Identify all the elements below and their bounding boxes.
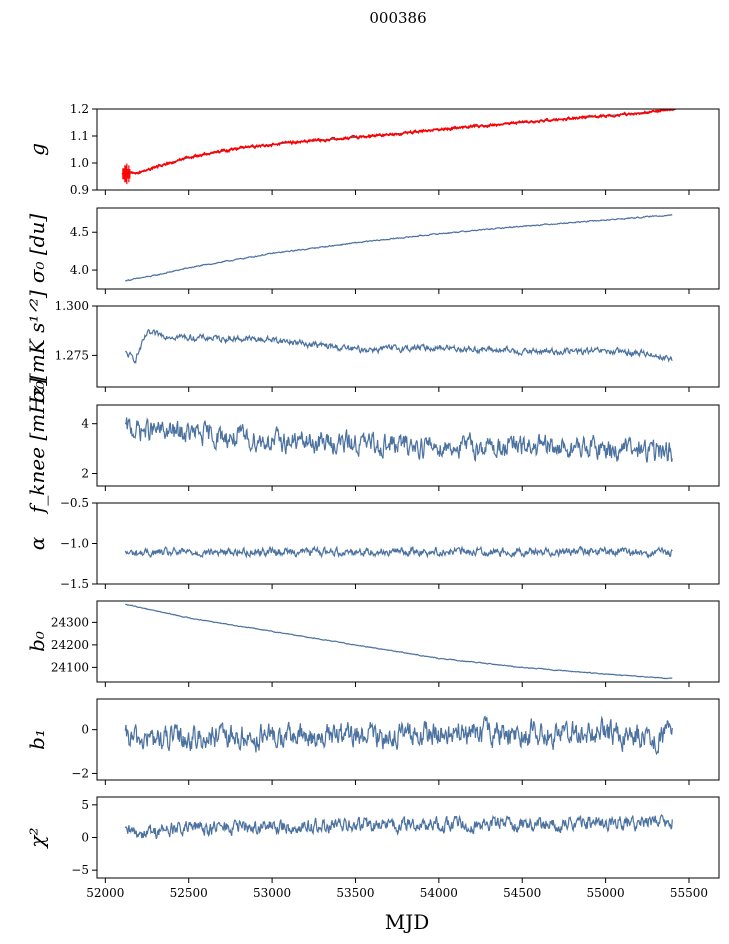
axes-frame (96, 404, 720, 487)
series-g-smooth (125, 109, 673, 175)
axes-frame (96, 600, 720, 683)
panel-g: 0.9 1.0 1.1 1.2 g (25, 102, 720, 197)
series-sigma0-mk (124, 328, 673, 365)
axes-frame (96, 305, 720, 388)
y-tick-label: 1.300 (55, 299, 89, 313)
series-b0 (124, 603, 673, 680)
x-tick-label: 53500 (336, 886, 374, 900)
series-b1 (124, 715, 673, 756)
x-tick-label: 54500 (503, 886, 541, 900)
panel-sigma0-du: 4.0 4.5 σ₀ [du] (25, 207, 720, 294)
y-tick-label: 24200 (51, 638, 89, 652)
figure-title: 000386 (369, 9, 426, 27)
series-sigma0 (124, 213, 673, 282)
y-tick-label: −5 (71, 863, 89, 877)
y-tick-label: −2 (71, 766, 89, 780)
series-chi2 (124, 813, 673, 839)
axes-frame (96, 108, 720, 191)
y-axis-label-sigma0-du: σ₀ [du] (25, 214, 49, 284)
x-tick-label: 55500 (670, 886, 708, 900)
axes-frame (96, 796, 720, 879)
series-g-measured (121, 109, 677, 177)
series-fknee (124, 417, 673, 463)
y-axis-label-chi2: χ² (25, 827, 49, 849)
y-axis-label-b0: b₀ (25, 631, 49, 652)
panel-chi2: −5 0 5 52000 52500 53000 53500 54000 54500 55000 5… (25, 796, 720, 900)
y-axis-label-g: g (25, 143, 49, 156)
x-tick-label: 53000 (253, 886, 291, 900)
y-axis-label-b1: b₁ (25, 729, 49, 750)
axes-frame (96, 698, 720, 781)
panel-alpha: −1.5 −1.0 −0.5 α (25, 496, 720, 591)
axes-frame (96, 502, 720, 585)
y-tick-label: −0.5 (60, 496, 89, 510)
panel-fknee: 2 4 f_knee [mHz] (25, 378, 720, 515)
y-tick-label: 0 (81, 831, 89, 845)
y-tick-label: 5 (81, 798, 89, 812)
y-tick-label: −1.0 (60, 537, 89, 551)
x-axis-label: MJD (385, 910, 430, 934)
y-tick-label: 1.2 (70, 102, 89, 116)
y-tick-label: −1.5 (60, 577, 89, 591)
panel-b1: −2 0 b₁ (25, 698, 720, 785)
y-axis-label-alpha: α (25, 536, 49, 550)
y-tick-label: 1.1 (70, 129, 89, 143)
y-axis-label-sigma0-mk: σ₀[mK s¹ᐟ²] (25, 290, 49, 403)
y-axis-label-fknee: f_knee [mHz] (25, 378, 49, 515)
y-tick-label: 1.275 (55, 348, 89, 362)
axes-frame (96, 207, 720, 290)
x-tick-label: 52500 (170, 886, 208, 900)
x-tick-label: 52000 (86, 886, 124, 900)
y-tick-label: 4.0 (70, 263, 89, 277)
y-tick-label: 0.9 (70, 183, 89, 197)
panel-sigma0-mk: 1.275 1.300 σ₀[mK s¹ᐟ²] (25, 290, 720, 403)
y-tick-label: 4 (81, 417, 89, 431)
x-tick-label: 55000 (587, 886, 625, 900)
panels: 0.9 1.0 1.1 1.2 g 4.0 4.5 σ₀ [du] 1.275 1.300 σ₀[m… (25, 102, 720, 900)
x-tick-label: 54000 (420, 886, 458, 900)
y-tick-label: 0 (81, 723, 89, 737)
series-alpha (124, 545, 673, 559)
y-tick-label: 24300 (51, 615, 89, 629)
y-tick-label: 2 (81, 467, 89, 481)
y-tick-label: 4.5 (70, 225, 89, 239)
y-tick-label: 1.0 (70, 156, 89, 170)
y-tick-label: 24100 (51, 660, 89, 674)
